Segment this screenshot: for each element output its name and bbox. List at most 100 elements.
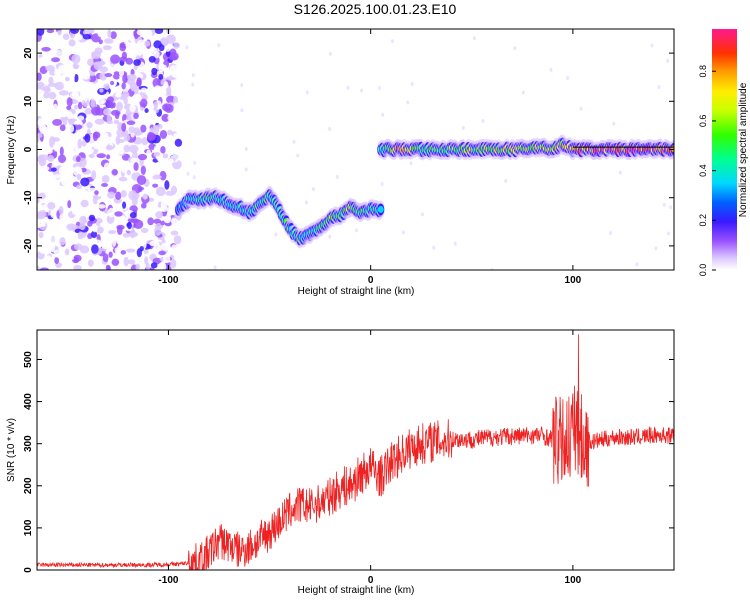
noise-speckle — [114, 85, 123, 95]
noise-speckle — [90, 98, 96, 108]
noise-speckle — [37, 72, 42, 81]
noise-speckle — [94, 262, 99, 269]
noise-speckle — [96, 226, 104, 234]
noise-speckle — [102, 54, 107, 63]
noise-speckle — [153, 218, 162, 224]
noise-speckle — [161, 113, 170, 122]
noise-speckle — [102, 45, 112, 51]
noise-speckle — [79, 215, 88, 225]
noise-speckle — [97, 29, 104, 38]
noise-speckle — [38, 231, 44, 239]
noise-speckle — [304, 200, 308, 205]
noise-speckle — [240, 83, 244, 88]
noise-speckle — [54, 256, 60, 264]
noise-speckle — [84, 133, 91, 143]
noise-speckle — [90, 230, 98, 239]
noise-speckle — [126, 169, 131, 176]
noise-speckle — [102, 213, 108, 218]
noise-speckle — [117, 215, 126, 222]
noise-speckle — [53, 144, 58, 152]
noise-speckle — [44, 176, 52, 183]
noise-speckle — [40, 109, 50, 120]
noise-speckle — [618, 170, 622, 175]
noise-speckle — [116, 101, 123, 112]
noise-speckle — [136, 39, 147, 50]
noise-speckle — [133, 65, 138, 70]
noise-speckle — [133, 59, 141, 66]
noise-speckle — [192, 175, 196, 180]
noise-speckle — [163, 81, 169, 89]
noise-speckle — [119, 181, 126, 187]
noise-speckle — [154, 226, 162, 236]
noise-speckle — [141, 137, 149, 146]
noise-speckle — [481, 119, 485, 124]
noise-speckle — [159, 129, 168, 139]
noise-speckle — [97, 204, 106, 209]
noise-speckle — [111, 169, 118, 176]
noise-speckle — [38, 192, 46, 200]
noise-speckle — [305, 90, 309, 95]
noise-speckle — [49, 69, 56, 76]
noise-speckle — [38, 146, 45, 156]
snr-x-tick-label: 100 — [565, 575, 582, 586]
noise-speckle — [42, 249, 51, 255]
noise-speckle — [74, 46, 79, 52]
colorbar-label: Normalized spectral amplitude — [738, 82, 749, 217]
noise-speckle — [612, 121, 616, 126]
noise-speckle — [76, 184, 82, 190]
noise-speckle — [139, 246, 144, 252]
noise-speckle — [51, 34, 61, 45]
noise-speckle — [37, 196, 40, 204]
noise-speckle — [158, 63, 165, 73]
noise-speckle — [378, 85, 382, 90]
noise-speckle — [57, 30, 62, 36]
noise-speckle — [41, 235, 48, 245]
colorbar-tick-label: 0.2 — [698, 214, 708, 227]
noise-speckle — [158, 250, 166, 256]
noise-speckle — [80, 199, 89, 208]
noise-speckle — [111, 258, 120, 266]
noise-speckle — [41, 243, 50, 252]
noise-speckle — [62, 33, 70, 40]
noise-speckle — [164, 180, 170, 190]
noise-speckle — [406, 100, 410, 105]
noise-speckle — [103, 132, 109, 139]
noise-speckle — [40, 99, 49, 108]
noise-speckle — [55, 195, 64, 202]
noise-speckle — [37, 223, 42, 229]
spectrogram-x-ticks: -100 0 100 — [158, 29, 582, 286]
noise-speckle — [167, 206, 172, 217]
noise-speckle — [66, 111, 73, 120]
noise-speckle — [39, 165, 50, 172]
noise-speckle — [98, 126, 107, 134]
noise-speckle — [119, 56, 128, 62]
noise-speckle — [121, 122, 127, 132]
noise-speckle — [521, 90, 525, 95]
noise-speckle — [110, 31, 117, 39]
noise-speckle — [153, 152, 161, 157]
snr-x-tick-label: -100 — [158, 575, 178, 586]
noise-speckle — [88, 74, 97, 83]
noise-speckle — [142, 193, 148, 200]
noise-speckle — [153, 101, 159, 109]
noise-speckle — [145, 262, 150, 270]
noise-speckle — [52, 137, 60, 142]
noise-speckle — [82, 33, 92, 40]
noise-speckle — [120, 189, 127, 198]
noise-speckle — [609, 231, 613, 236]
noise-speckle — [140, 227, 149, 233]
noise-speckle — [87, 220, 93, 227]
noise-speckle — [170, 259, 177, 269]
noise-speckle — [355, 228, 359, 233]
noise-speckle — [113, 119, 120, 125]
noise-speckle — [162, 153, 169, 159]
noise-speckle — [45, 51, 55, 60]
noise-speckle — [170, 185, 178, 195]
colorbar-ticks: 0.0 0.2 0.4 0.6 0.8 — [698, 65, 716, 276]
noise-speckle — [129, 228, 136, 239]
snr-y-tick-label: 400 — [23, 393, 34, 410]
noise-speckle — [135, 263, 140, 270]
snr-series-line — [37, 334, 674, 570]
noise-speckle — [72, 34, 83, 41]
